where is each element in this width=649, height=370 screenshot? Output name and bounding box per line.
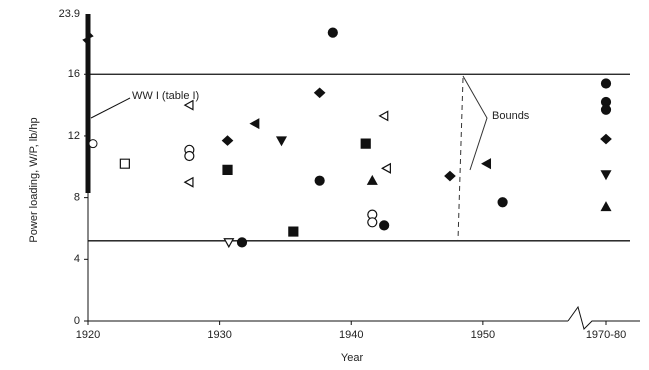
- x-tick-label: 1970-80: [586, 329, 626, 341]
- bounds-label: Bounds: [492, 110, 530, 122]
- point: [249, 118, 260, 130]
- x-axis-title: Year: [341, 352, 364, 364]
- point: [600, 104, 612, 115]
- point: [221, 135, 234, 146]
- y-tick-label: 23.9: [59, 8, 80, 20]
- point: [367, 217, 378, 228]
- point: [327, 27, 338, 38]
- ww1-point: [88, 139, 98, 149]
- point: [183, 99, 194, 111]
- point: [366, 174, 378, 185]
- ww1-range: [85, 14, 91, 194]
- point: [222, 164, 233, 175]
- y-tick-label: 4: [74, 253, 80, 265]
- point: [275, 136, 288, 147]
- point: [600, 133, 612, 145]
- y-tick-label: 0: [74, 315, 80, 327]
- y-tick-label: 8: [74, 192, 80, 204]
- x-tick-label: 1920: [76, 329, 100, 341]
- x-tick-label: 1930: [207, 329, 231, 341]
- point: [184, 150, 195, 162]
- bounds-divider: [457, 77, 464, 241]
- ww1-label: WW I (table I): [132, 90, 199, 102]
- point: [481, 158, 492, 170]
- point: [600, 201, 612, 212]
- point: [236, 237, 248, 248]
- x-axis-break: [567, 305, 640, 330]
- y-tick-label: 12: [68, 130, 80, 142]
- point: [378, 110, 389, 122]
- point: [379, 220, 390, 231]
- x-tick-label: 1950: [471, 329, 495, 341]
- point: [360, 138, 371, 149]
- y-axis-title: Power loading, W/P, lb/hp: [28, 117, 40, 242]
- point: [119, 158, 130, 169]
- point: [600, 170, 612, 181]
- bounds-leader: [462, 75, 488, 171]
- point: [600, 78, 612, 89]
- point: [313, 87, 326, 99]
- x-tick-label: 1940: [339, 329, 363, 341]
- point: [288, 226, 299, 237]
- point: [381, 162, 391, 174]
- point: [183, 176, 194, 188]
- point: [444, 170, 456, 182]
- point: [314, 175, 325, 186]
- point: [223, 238, 235, 249]
- y-tick-label: 16: [68, 68, 80, 80]
- ww1-leader: [90, 97, 131, 119]
- point: [497, 197, 508, 208]
